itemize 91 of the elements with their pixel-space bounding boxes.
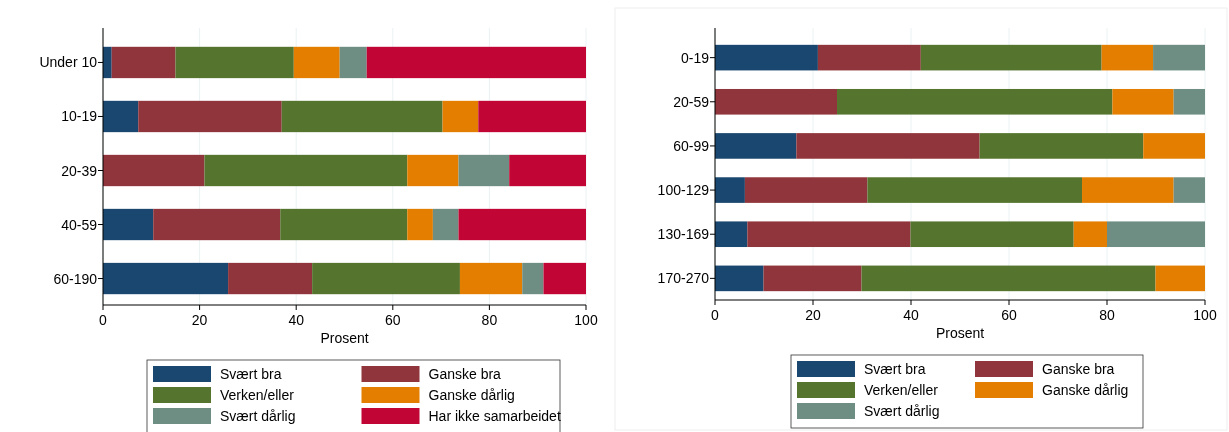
legend-label: Svært dårlig — [864, 403, 940, 419]
bar — [280, 208, 408, 241]
bar — [458, 154, 510, 187]
x-tick-label: 60 — [1001, 307, 1017, 323]
legend-label: Verken/eller — [864, 382, 939, 398]
x-tick-label: 0 — [99, 312, 108, 328]
x-tick-label: 20 — [805, 307, 821, 323]
bar — [509, 154, 586, 187]
bar — [817, 44, 921, 71]
bar — [103, 46, 112, 79]
bar — [861, 265, 1156, 292]
bar — [910, 221, 1074, 248]
bar — [747, 221, 911, 248]
bar — [1173, 177, 1205, 203]
x-tick-label: 40 — [288, 312, 305, 328]
x-axis-title: Prosent — [320, 330, 369, 346]
bar — [339, 46, 367, 79]
bar — [796, 133, 980, 159]
bar — [867, 177, 1083, 203]
bar — [228, 262, 313, 295]
bar — [744, 177, 868, 203]
bar — [111, 46, 176, 79]
y-tick-label: 130-169 — [657, 226, 710, 243]
legend-label: Ganske bra — [1042, 361, 1115, 377]
bar — [715, 44, 818, 71]
x-tick-label: 100 — [574, 312, 598, 328]
bar — [1073, 221, 1107, 248]
x-tick-label: 0 — [711, 307, 720, 323]
bar — [175, 46, 294, 79]
bar — [715, 177, 745, 203]
y-tick-label: Under 10 — [39, 54, 98, 71]
bar — [478, 100, 586, 133]
bar — [153, 208, 281, 241]
bar — [543, 262, 586, 295]
x-tick-label: 100 — [1193, 307, 1217, 323]
bar — [1101, 44, 1154, 71]
bar — [715, 265, 764, 292]
bar — [103, 262, 229, 295]
legend-label: Svært bra — [864, 361, 926, 377]
bar — [715, 221, 748, 248]
bar — [1143, 133, 1205, 159]
x-tick-label: 20 — [191, 312, 208, 328]
y-tick-label: 60-99 — [673, 137, 710, 154]
bar — [920, 44, 1102, 71]
y-tick-label: 60-190 — [53, 270, 98, 287]
bar — [837, 88, 1113, 115]
bar — [979, 133, 1144, 159]
legend-label: Verken/eller — [220, 387, 295, 403]
y-tick-label: 40-59 — [61, 216, 98, 233]
y-tick-label: 10-19 — [61, 108, 98, 125]
legend-label: Har ikke samarbeidet — [428, 408, 561, 424]
y-tick-label: 100-129 — [657, 182, 710, 199]
legend-label: Ganske dårlig — [428, 387, 515, 403]
y-tick-label: 20-59 — [673, 93, 710, 110]
bar — [366, 46, 586, 79]
y-tick-label: 0-19 — [680, 49, 710, 66]
bar — [715, 88, 838, 115]
bar — [103, 208, 154, 241]
bar — [442, 100, 479, 133]
bar — [1082, 177, 1174, 203]
bar — [1107, 221, 1205, 248]
bar — [458, 208, 586, 241]
bar — [407, 208, 433, 241]
x-tick-label: 80 — [1099, 307, 1115, 323]
x-tick-label: 60 — [385, 312, 401, 328]
bar — [1155, 265, 1205, 292]
bar — [1153, 44, 1205, 71]
bar — [407, 154, 459, 187]
bar — [432, 208, 459, 241]
legend-label: Svært bra — [220, 366, 282, 382]
bar — [103, 100, 139, 133]
bar — [204, 154, 408, 187]
bar — [715, 133, 797, 159]
x-axis-title: Prosent — [935, 325, 985, 341]
legend-label: Ganske bra — [428, 366, 502, 382]
bar — [281, 100, 443, 133]
y-tick-label: 20-39 — [61, 162, 98, 179]
bar — [138, 100, 282, 133]
x-tick-label: 80 — [481, 312, 498, 328]
bar — [763, 265, 862, 292]
legend-label: Svært dårlig — [220, 408, 296, 424]
bar — [459, 262, 523, 295]
bar — [1173, 88, 1205, 115]
legend-label: Ganske dårlig — [1042, 382, 1129, 398]
y-tick-label: 170-270 — [657, 270, 710, 287]
bar — [1112, 88, 1174, 115]
bar — [522, 262, 544, 295]
bar — [312, 262, 460, 295]
bar — [293, 46, 340, 79]
x-tick-label: 40 — [903, 307, 919, 323]
bar — [103, 154, 205, 187]
